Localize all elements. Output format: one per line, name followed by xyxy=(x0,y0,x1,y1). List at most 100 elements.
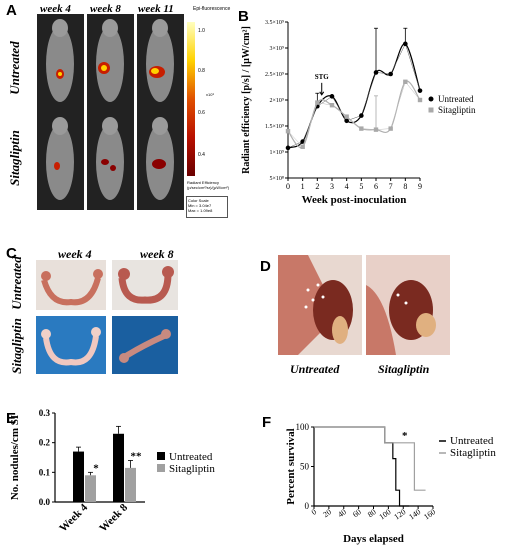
mouse-image-sitagliptin-week11 xyxy=(137,112,184,210)
data-point-sitagliptin xyxy=(285,129,291,134)
x-tick-label: 4 xyxy=(345,182,349,191)
intestine-photo-untreated-week4 xyxy=(36,260,106,310)
y-tick-label: 3×10⁹ xyxy=(270,46,284,52)
y-tick-label: 0.0 xyxy=(39,497,51,507)
data-point-sitagliptin xyxy=(300,144,305,149)
y-axis-title: Percent survival xyxy=(285,428,297,504)
x-category-label: Week 8 xyxy=(97,501,130,534)
y-axis-title: Radiant efficiency [p/s] / [µW/cm²] xyxy=(241,26,252,174)
x-tick-label: 1 xyxy=(301,182,305,191)
data-point-untreated xyxy=(403,41,408,47)
panel-e-label: E xyxy=(6,410,17,427)
x-tick-label: 120 xyxy=(392,507,407,521)
y-tick-label: 5×10⁸ xyxy=(270,176,284,182)
survival-curve-untreated xyxy=(314,426,410,507)
x-axis-title: Days elapsed xyxy=(343,533,404,545)
legend-marker-untreated xyxy=(428,96,434,102)
chart-radiant-efficiency: 5×10⁸ 1×10⁹ 1.5×10⁹ 2×10⁹ 2.5×10⁹ 3×10⁹ 3.5×10… xyxy=(241,20,476,206)
x-tick-label: 9 xyxy=(418,182,422,191)
mouse-image-sitagliptin-week4 xyxy=(37,112,84,210)
x-tick-label: 7 xyxy=(389,182,393,191)
y-tick-label: 2.5×10⁹ xyxy=(265,72,284,78)
stg-arrow-head xyxy=(319,91,325,96)
x-tick-label: 100 xyxy=(378,507,393,521)
x-tick-label: 80 xyxy=(366,507,378,519)
x-tick-label: 20 xyxy=(321,507,333,519)
data-point-sitagliptin xyxy=(403,79,408,84)
mouse-image-untreated-week11 xyxy=(137,14,184,112)
series-connector-sitagliptin xyxy=(287,81,421,148)
panel-a-row-sitagliptin: Sitagliptin xyxy=(7,130,22,186)
panel-a-col-week11: week 11 xyxy=(138,3,174,15)
y-tick-label: 100 xyxy=(296,422,310,432)
x-category-label: Week 4 xyxy=(57,501,90,534)
x-tick-label: 40 xyxy=(336,507,348,519)
legend-marker-sitagliptin xyxy=(428,107,434,113)
panel-c-row-sitagliptin: Sitagliptin xyxy=(9,318,24,374)
panel-a-row-untreated: Untreated xyxy=(7,41,22,95)
data-point-sitagliptin xyxy=(388,126,393,131)
data-point-sitagliptin xyxy=(315,100,320,105)
y-tick-label: 3.5×10⁹ xyxy=(265,20,284,26)
dissection-photo-sitagliptin xyxy=(366,255,450,355)
legend-swatch-sitagliptin xyxy=(157,464,165,472)
color-scale-caption: Radiant Efficiency (p/sec/cm²/sr)/(µW/cm… xyxy=(187,180,230,190)
data-point-sitagliptin xyxy=(344,114,349,119)
color-scale-minmax-box: Color Scale Min = 3.04e7 Max = 1.09e8 xyxy=(186,196,228,218)
series-line-sitagliptin xyxy=(287,80,421,149)
y-axis-title: No. nodules/cm SI xyxy=(9,415,21,500)
x-tick-label: 5 xyxy=(359,182,363,191)
x-tick-label: 140 xyxy=(407,507,422,521)
stg-annotation: STG xyxy=(315,73,330,81)
color-scale-tick-04: 0.4 xyxy=(198,152,205,158)
data-point-sitagliptin xyxy=(417,97,423,103)
panel-c-col-week8: week 8 xyxy=(140,247,174,261)
y-tick-label: 2×10⁹ xyxy=(270,98,284,104)
legend-label-untreated: Untreated xyxy=(438,94,474,104)
y-tick-label: 1×10⁹ xyxy=(270,150,284,156)
y-tick-label: 50 xyxy=(300,462,310,472)
data-point-untreated xyxy=(359,113,364,118)
data-point-untreated xyxy=(285,145,291,151)
y-tick-label: 0.1 xyxy=(39,467,51,477)
legend-label-untreated: Untreated xyxy=(169,451,213,463)
y-tick-label: 1.5×10⁹ xyxy=(265,124,284,130)
panel-d-caption-sitagliptin: Sitagliptin xyxy=(378,362,430,376)
intestine-photo-sitagliptin-week4 xyxy=(36,316,106,374)
intestine-photo-sitagliptin-week8 xyxy=(112,316,178,374)
mouse-image-untreated-week8 xyxy=(87,14,134,112)
x-axis-title: Week post-inoculation xyxy=(302,194,407,206)
legend-swatch-untreated xyxy=(157,452,165,460)
color-scale-tick-06: 0.6 xyxy=(198,110,205,116)
data-point-untreated xyxy=(388,71,393,77)
x-tick-label: 0 xyxy=(310,507,318,517)
data-point-untreated xyxy=(329,94,335,99)
panel-c-col-week4: week 4 xyxy=(58,247,92,261)
legend-label-sitagliptin: Sitagliptin xyxy=(169,463,215,475)
x-tick-label: 8 xyxy=(403,182,407,191)
y-tick-label: 0.2 xyxy=(39,438,51,448)
x-tick-label: 60 xyxy=(351,507,363,519)
x-tick-label: 0 xyxy=(286,182,290,191)
panel-d-label: D xyxy=(260,258,271,275)
legend-label-sitagliptin: Sitagliptin xyxy=(438,105,476,115)
data-point-untreated xyxy=(417,88,423,93)
panel-b-label: B xyxy=(238,8,249,25)
mouse-image-untreated-week4 xyxy=(37,14,84,112)
significance-marker: * xyxy=(93,462,99,474)
panel-a-col-week4: week 4 xyxy=(40,3,71,15)
intestine-photo-untreated-week8 xyxy=(112,260,178,310)
bar-untreated xyxy=(113,433,124,502)
y-tick-label: 0 xyxy=(305,501,310,511)
bar-sitagliptin xyxy=(125,467,136,502)
x-tick-label: 6 xyxy=(374,182,378,191)
bar-untreated xyxy=(73,451,84,502)
panel-d-caption-untreated: Untreated xyxy=(290,362,340,376)
y-tick-label: 0.3 xyxy=(39,408,51,418)
significance-marker: * xyxy=(402,430,408,442)
survival-curve-sitagliptin xyxy=(314,426,426,491)
color-scale-box-title: Color Scale xyxy=(188,198,209,203)
color-scale-exponent: x10⁹ xyxy=(206,92,215,97)
color-scale-tick-1: 1.0 xyxy=(198,28,205,34)
